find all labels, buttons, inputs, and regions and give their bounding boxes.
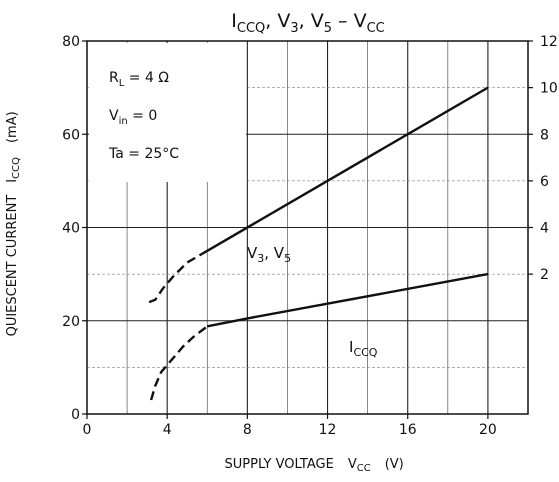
x-axis-label: SUPPLY VOLTAGE VCC (V)	[204, 457, 416, 474]
y-right-tick-label: 10	[540, 81, 558, 97]
vin-post: = 0	[128, 108, 158, 124]
series-label-v3-v5: V3, V5	[247, 244, 291, 265]
x-label-sub: CC	[357, 463, 371, 474]
rl-sub: L	[119, 78, 125, 89]
y-label-sub: CCQ	[11, 157, 22, 179]
vin-sub: in	[119, 116, 128, 127]
x-tick-label: 20	[479, 422, 497, 438]
x-tick-label: 8	[243, 422, 252, 438]
title-sub: 3	[290, 21, 298, 36]
v-mid: , V	[264, 244, 285, 262]
y-axis-label-left: QUIESCENT CURRENT ICCQ (mA)	[5, 99, 22, 357]
condition-ta: Ta = 25°C	[108, 146, 179, 162]
series-line-v3-v5	[206, 86, 489, 252]
title-part: , V	[265, 10, 290, 32]
x-label-sym: V	[348, 457, 357, 472]
chart-title: ICCQ, V3, V5 – VCC	[231, 10, 384, 36]
y-left-tick-label: 60	[62, 127, 80, 143]
x-label-unit: (V)	[385, 457, 404, 472]
rl-pre: R	[109, 70, 119, 86]
y-right-tick-label: 8	[540, 127, 549, 143]
y-label-unit: (mA)	[5, 111, 20, 143]
y-left-tick-label: 20	[62, 314, 80, 330]
y-right-tick-label: 12	[540, 34, 558, 50]
y-label-sym: I	[5, 179, 20, 183]
series-dashed-iccq	[149, 325, 209, 401]
x-tick-label: 0	[83, 422, 92, 438]
v-pre: V	[247, 244, 258, 262]
series-layer	[148, 86, 489, 401]
y-left-tick-label: 40	[62, 221, 80, 237]
series-label-iccq: ICCQ	[349, 338, 378, 359]
v-sub2: 5	[284, 252, 291, 265]
vin-pre: V	[109, 108, 119, 124]
y-label-main: QUIESCENT CURRENT	[5, 195, 20, 337]
x-label-main: SUPPLY VOLTAGE	[225, 457, 334, 472]
i-sub: CCQ	[353, 346, 377, 359]
y-left-tick-label: 80	[62, 34, 80, 50]
y-right-tick-label: 2	[540, 267, 549, 283]
title-part: , V	[299, 10, 324, 32]
y-left-tick-label: 0	[71, 407, 80, 423]
x-tick-label: 4	[163, 422, 172, 438]
i-pre: I	[349, 338, 353, 356]
series-dashed-v3-v5	[148, 249, 208, 304]
rl-post: = 4 Ω	[124, 70, 169, 86]
v-sub1: 3	[257, 252, 264, 265]
x-tick-label: 12	[319, 422, 337, 438]
grid	[87, 41, 528, 414]
title-sub: CCQ	[237, 21, 265, 36]
series-line-iccq	[207, 272, 489, 328]
conditions-box-bg	[89, 43, 246, 182]
condition-rl: RL = 4 Ω	[109, 70, 169, 89]
title-sub: 5	[324, 21, 332, 36]
tick-marks	[82, 40, 533, 419]
title-part: – V	[332, 10, 367, 32]
title-sub: CC	[367, 21, 385, 36]
title-part: I	[231, 10, 237, 32]
condition-vin: Vin = 0	[109, 108, 157, 127]
x-tick-label: 16	[399, 422, 417, 438]
y-right-tick-label: 6	[540, 174, 549, 190]
y-right-tick-label: 4	[540, 221, 549, 237]
tick-labels: 0 4 8 12 16 20 0 20 40 60 80 2 4 6 8 10 12	[62, 34, 558, 438]
